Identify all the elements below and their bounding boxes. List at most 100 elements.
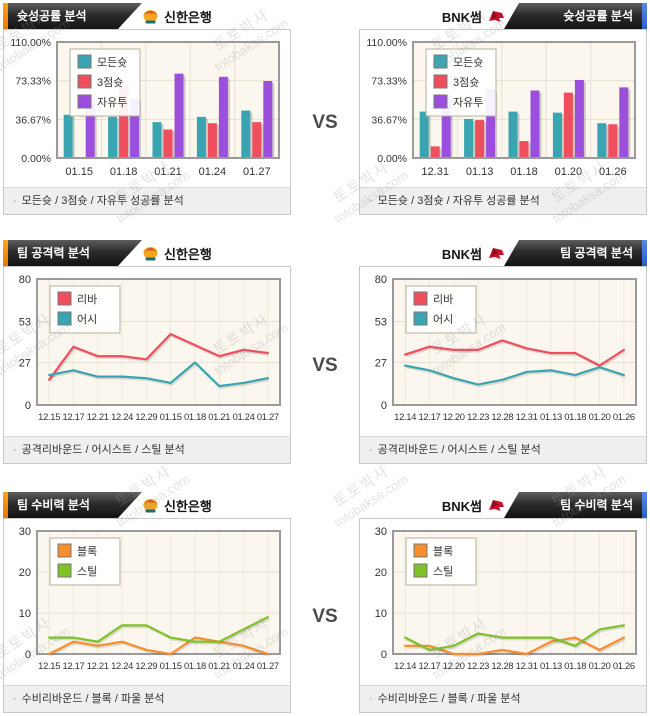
svg-text:12.17: 12.17 bbox=[418, 411, 440, 422]
chart-panel: 0.00% 36.67% 73.33% 110.00% 12.31 01.13 01.18 0… bbox=[359, 29, 647, 215]
chart-caption: 공격리바운드 / 어시스트 / 스틸 분석 bbox=[21, 444, 185, 456]
chart-caption: 공격리바운드 / 어시스트 / 스틸 분석 bbox=[377, 444, 541, 456]
svg-text:01.13: 01.13 bbox=[540, 411, 562, 422]
vs-label: VS bbox=[312, 605, 338, 627]
svg-text:12.24: 12.24 bbox=[111, 660, 133, 671]
svg-text:10: 10 bbox=[375, 608, 387, 620]
orange-accent-bar bbox=[3, 492, 8, 518]
vs-label: VS bbox=[312, 354, 338, 376]
orange-accent-bar bbox=[3, 3, 8, 29]
caption-bullet: · bbox=[369, 444, 373, 456]
svg-text:01.26: 01.26 bbox=[599, 166, 627, 178]
svg-text:스틸: 스틸 bbox=[77, 565, 97, 578]
orange-accent-bar bbox=[3, 240, 8, 266]
svg-text:36.67%: 36.67% bbox=[15, 114, 51, 126]
svg-text:73.33%: 73.33% bbox=[15, 76, 51, 88]
svg-text:01.26: 01.26 bbox=[613, 660, 635, 671]
svg-text:0.00%: 0.00% bbox=[21, 153, 51, 165]
svg-text:12.14: 12.14 bbox=[394, 660, 416, 671]
chart-panel: 0 10 20 30 12.15 12.17 12.21 12.24 12.29 01.15 01.… bbox=[3, 518, 291, 713]
team-label-bnk: BNK썸 bbox=[442, 240, 506, 266]
chart-panel: 0 27 53 80 12.14 12.17 12.20 12.23 12.28 12.31 01.… bbox=[359, 266, 647, 464]
team-name: BNK썸 bbox=[441, 246, 482, 262]
section-title: 슛성공률 분석 bbox=[563, 9, 633, 23]
svg-text:01.21: 01.21 bbox=[208, 660, 230, 671]
chart-caption-bar: · 모든슛 / 3점슛 / 자유투 성공률 분석 bbox=[4, 187, 290, 214]
svg-text:12.20: 12.20 bbox=[443, 660, 465, 671]
blue-accent-bar bbox=[642, 240, 647, 266]
defense-comparison-row: 팀 수비력 분석 신한은행 0 10 20 30 12.15 12.17 12.21 12.2… bbox=[3, 492, 647, 715]
section-title-tab: 팀 공격력 분석 bbox=[504, 240, 642, 266]
caption-bullet: · bbox=[13, 195, 17, 207]
svg-text:블록: 블록 bbox=[433, 545, 453, 558]
panel-header-right: BNK썸 팀 공격력 분석 bbox=[359, 240, 647, 266]
svg-text:80: 80 bbox=[375, 274, 387, 286]
section-title-tab: 슛성공률 분석 bbox=[8, 3, 142, 29]
team-name: 신한은행 bbox=[164, 246, 212, 262]
svg-text:스틸: 스틸 bbox=[433, 565, 453, 578]
panel-header-left: 팀 수비력 분석 신한은행 bbox=[3, 492, 291, 518]
svg-text:01.15: 01.15 bbox=[65, 166, 93, 178]
svg-text:01.18: 01.18 bbox=[184, 411, 206, 422]
section-title: 팀 공격력 분석 bbox=[560, 246, 633, 260]
svg-text:01.13: 01.13 bbox=[540, 660, 562, 671]
svg-text:0: 0 bbox=[25, 649, 31, 661]
svg-text:12.15: 12.15 bbox=[38, 411, 60, 422]
svg-text:0: 0 bbox=[381, 400, 387, 412]
svg-text:27: 27 bbox=[375, 357, 387, 369]
svg-text:01.13: 01.13 bbox=[466, 166, 494, 178]
svg-text:12.21: 12.21 bbox=[87, 411, 109, 422]
chart-caption-bar: · 모든슛 / 3점슛 / 자유투 성공률 분석 bbox=[360, 187, 646, 214]
svg-text:0.00%: 0.00% bbox=[377, 153, 407, 165]
caption-bullet: · bbox=[13, 693, 17, 705]
team-name: 신한은행 bbox=[164, 9, 212, 25]
svg-text:12.21: 12.21 bbox=[87, 660, 109, 671]
svg-text:01.20: 01.20 bbox=[589, 660, 611, 671]
team-name: BNK썸 bbox=[441, 9, 482, 25]
svg-text:리바: 리바 bbox=[433, 293, 453, 306]
svg-text:12.29: 12.29 bbox=[135, 411, 157, 422]
svg-text:12.28: 12.28 bbox=[491, 411, 513, 422]
vs-label: VS bbox=[312, 111, 338, 133]
section-title: 팀 수비력 분석 bbox=[560, 498, 633, 512]
caption-bullet: · bbox=[369, 693, 373, 705]
svg-text:01.20: 01.20 bbox=[589, 411, 611, 422]
section-title-tab: 팀 공격력 분석 bbox=[8, 240, 142, 266]
shinhan-logo-icon bbox=[143, 9, 158, 23]
svg-text:3점슛: 3점슛 bbox=[453, 76, 479, 89]
svg-text:12.17: 12.17 bbox=[418, 660, 440, 671]
chart-caption-bar: · 공격리바운드 / 어시스트 / 스틸 분석 bbox=[4, 436, 290, 463]
shinhan-logo-icon bbox=[143, 246, 158, 260]
panel-header-left: 슛성공률 분석 신한은행 bbox=[3, 3, 291, 29]
chart-caption: 수비리바운드 / 블록 / 파울 분석 bbox=[21, 693, 165, 705]
svg-text:12.17: 12.17 bbox=[62, 411, 84, 422]
blue-accent-bar bbox=[642, 3, 647, 29]
svg-text:12.28: 12.28 bbox=[491, 660, 513, 671]
svg-text:12.14: 12.14 bbox=[394, 411, 416, 422]
svg-text:자유투: 자유투 bbox=[453, 96, 483, 109]
svg-text:30: 30 bbox=[19, 526, 31, 538]
section-title-tab: 슛성공률 분석 bbox=[504, 3, 642, 29]
blue-accent-bar bbox=[642, 492, 647, 518]
chart-caption-bar: · 수비리바운드 / 블록 / 파울 분석 bbox=[4, 685, 290, 712]
chart-panel: 0 27 53 80 12.15 12.17 12.21 12.24 12.29 01.15 01.… bbox=[3, 266, 291, 464]
team-label-bnk: BNK썸 bbox=[442, 492, 506, 518]
section-title: 팀 수비력 분석 bbox=[17, 498, 90, 512]
svg-text:모든슛: 모든슛 bbox=[453, 56, 483, 69]
team-label-shinhan: 신한은행 bbox=[142, 3, 212, 29]
svg-text:12.24: 12.24 bbox=[111, 411, 133, 422]
svg-text:01.18: 01.18 bbox=[184, 660, 206, 671]
bnk-logo-icon bbox=[489, 10, 504, 22]
bar-chart-bnk-shooting: 0.00% 36.67% 73.33% 110.00% 12.31 01.13 01.18 0… bbox=[366, 37, 636, 178]
shinhan-logo-icon bbox=[143, 498, 158, 512]
svg-text:어시: 어시 bbox=[433, 313, 453, 326]
svg-text:10: 10 bbox=[19, 608, 31, 620]
svg-text:01.27: 01.27 bbox=[243, 166, 271, 178]
svg-text:12.23: 12.23 bbox=[467, 660, 489, 671]
svg-text:01.26: 01.26 bbox=[613, 411, 635, 422]
svg-text:01.27: 01.27 bbox=[257, 411, 279, 422]
